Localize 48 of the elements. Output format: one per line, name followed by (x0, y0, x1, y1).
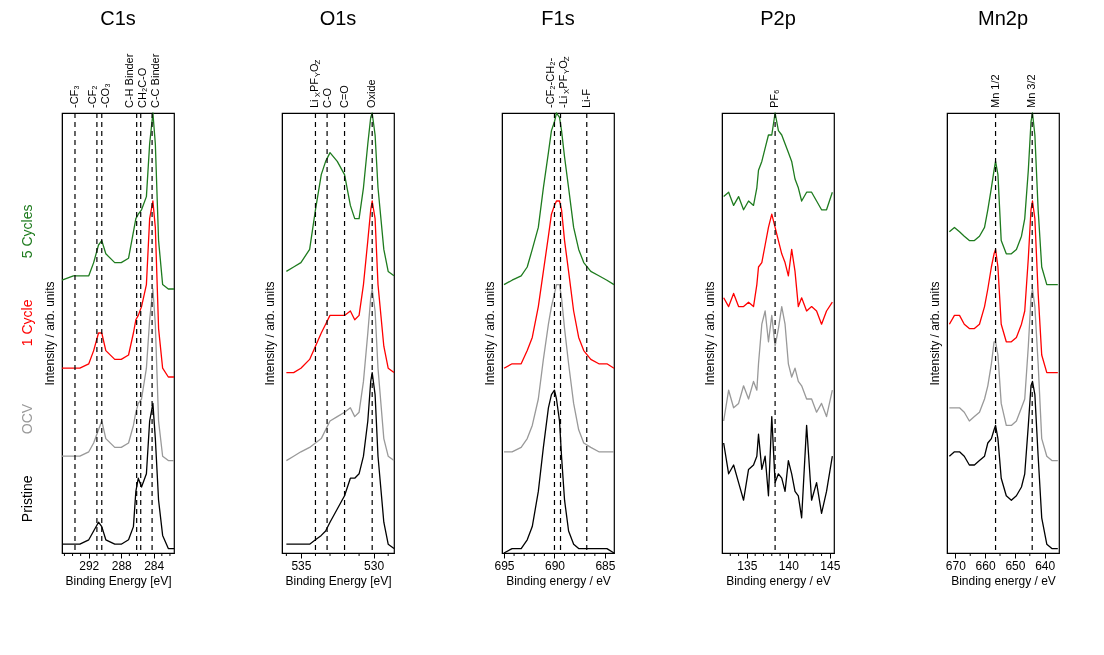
ref-line-label: C-C Binder (149, 53, 162, 108)
ref-line-label: Mn 3/2 (1025, 74, 1038, 108)
ref-line-label: C-O (320, 87, 333, 108)
x-tick-label: 284 (144, 558, 165, 573)
ref-line-label: Mn 1/2 (988, 74, 1001, 108)
chart-title: C1s (100, 7, 136, 29)
y-axis-title: Intensity / arb. units (482, 281, 497, 386)
ref-line-label: -CO₃ (98, 83, 111, 108)
chart-title: O1s (319, 7, 357, 29)
x-tick-label: 135 (737, 558, 758, 573)
ref-line-label: C=O (337, 84, 350, 108)
text: OCV (19, 403, 35, 435)
x-tick-label: 145 (820, 558, 841, 573)
text: Pristine (19, 475, 35, 523)
y-axis-title: Intensity / arb. units (927, 281, 942, 386)
ref-line-label: Oxide (365, 79, 378, 108)
ref-line-label: C-H Binder (123, 53, 136, 108)
text: 1 Cycle (19, 299, 35, 347)
ref-line-label: Li-F (579, 88, 592, 108)
y-axis-title: Intensity / arb. units (42, 281, 57, 386)
x-tick-label: 530 (364, 558, 385, 573)
text: 5 Cycles (19, 204, 35, 259)
x-axis-title: Binding Energy [eV] (285, 573, 392, 588)
x-axis-title: Binding energy / eV (951, 573, 1056, 588)
x-tick-label: 695 (494, 558, 515, 573)
ref-line-label: -CF₂ (85, 85, 98, 108)
x-tick-label: 670 (945, 558, 967, 573)
x-tick-label: 640 (1035, 558, 1056, 573)
x-tick-label: 685 (595, 558, 616, 573)
ref-line-label: -CF₃ (67, 85, 80, 108)
x-tick-label: 288 (111, 558, 133, 573)
x-axis-title: Binding Energy [eV] (65, 573, 172, 588)
x-axis-title: Binding energy / eV (506, 573, 611, 588)
ref-line-label: -CF₂-CH₂- (544, 57, 556, 108)
x-tick-label: 660 (975, 558, 996, 573)
x-axis-title: Binding energy / eV (726, 573, 831, 588)
chart-title: P2p (760, 7, 796, 29)
ref-line-label: PF₆ (768, 89, 781, 108)
x-tick-label: 535 (291, 558, 312, 573)
x-tick-label: 690 (544, 558, 566, 573)
x-tick-label: 650 (1005, 558, 1026, 573)
x-tick-label: 292 (79, 558, 100, 573)
ref-line-label: CH₂C-O (136, 67, 149, 108)
y-axis-title: Intensity / arb. units (262, 281, 277, 386)
y-axis-title: Intensity / arb. units (702, 281, 717, 386)
chart-title: F1s (541, 7, 575, 29)
chart-title: Mn2p (977, 7, 1029, 29)
x-tick-label: 140 (778, 558, 800, 573)
